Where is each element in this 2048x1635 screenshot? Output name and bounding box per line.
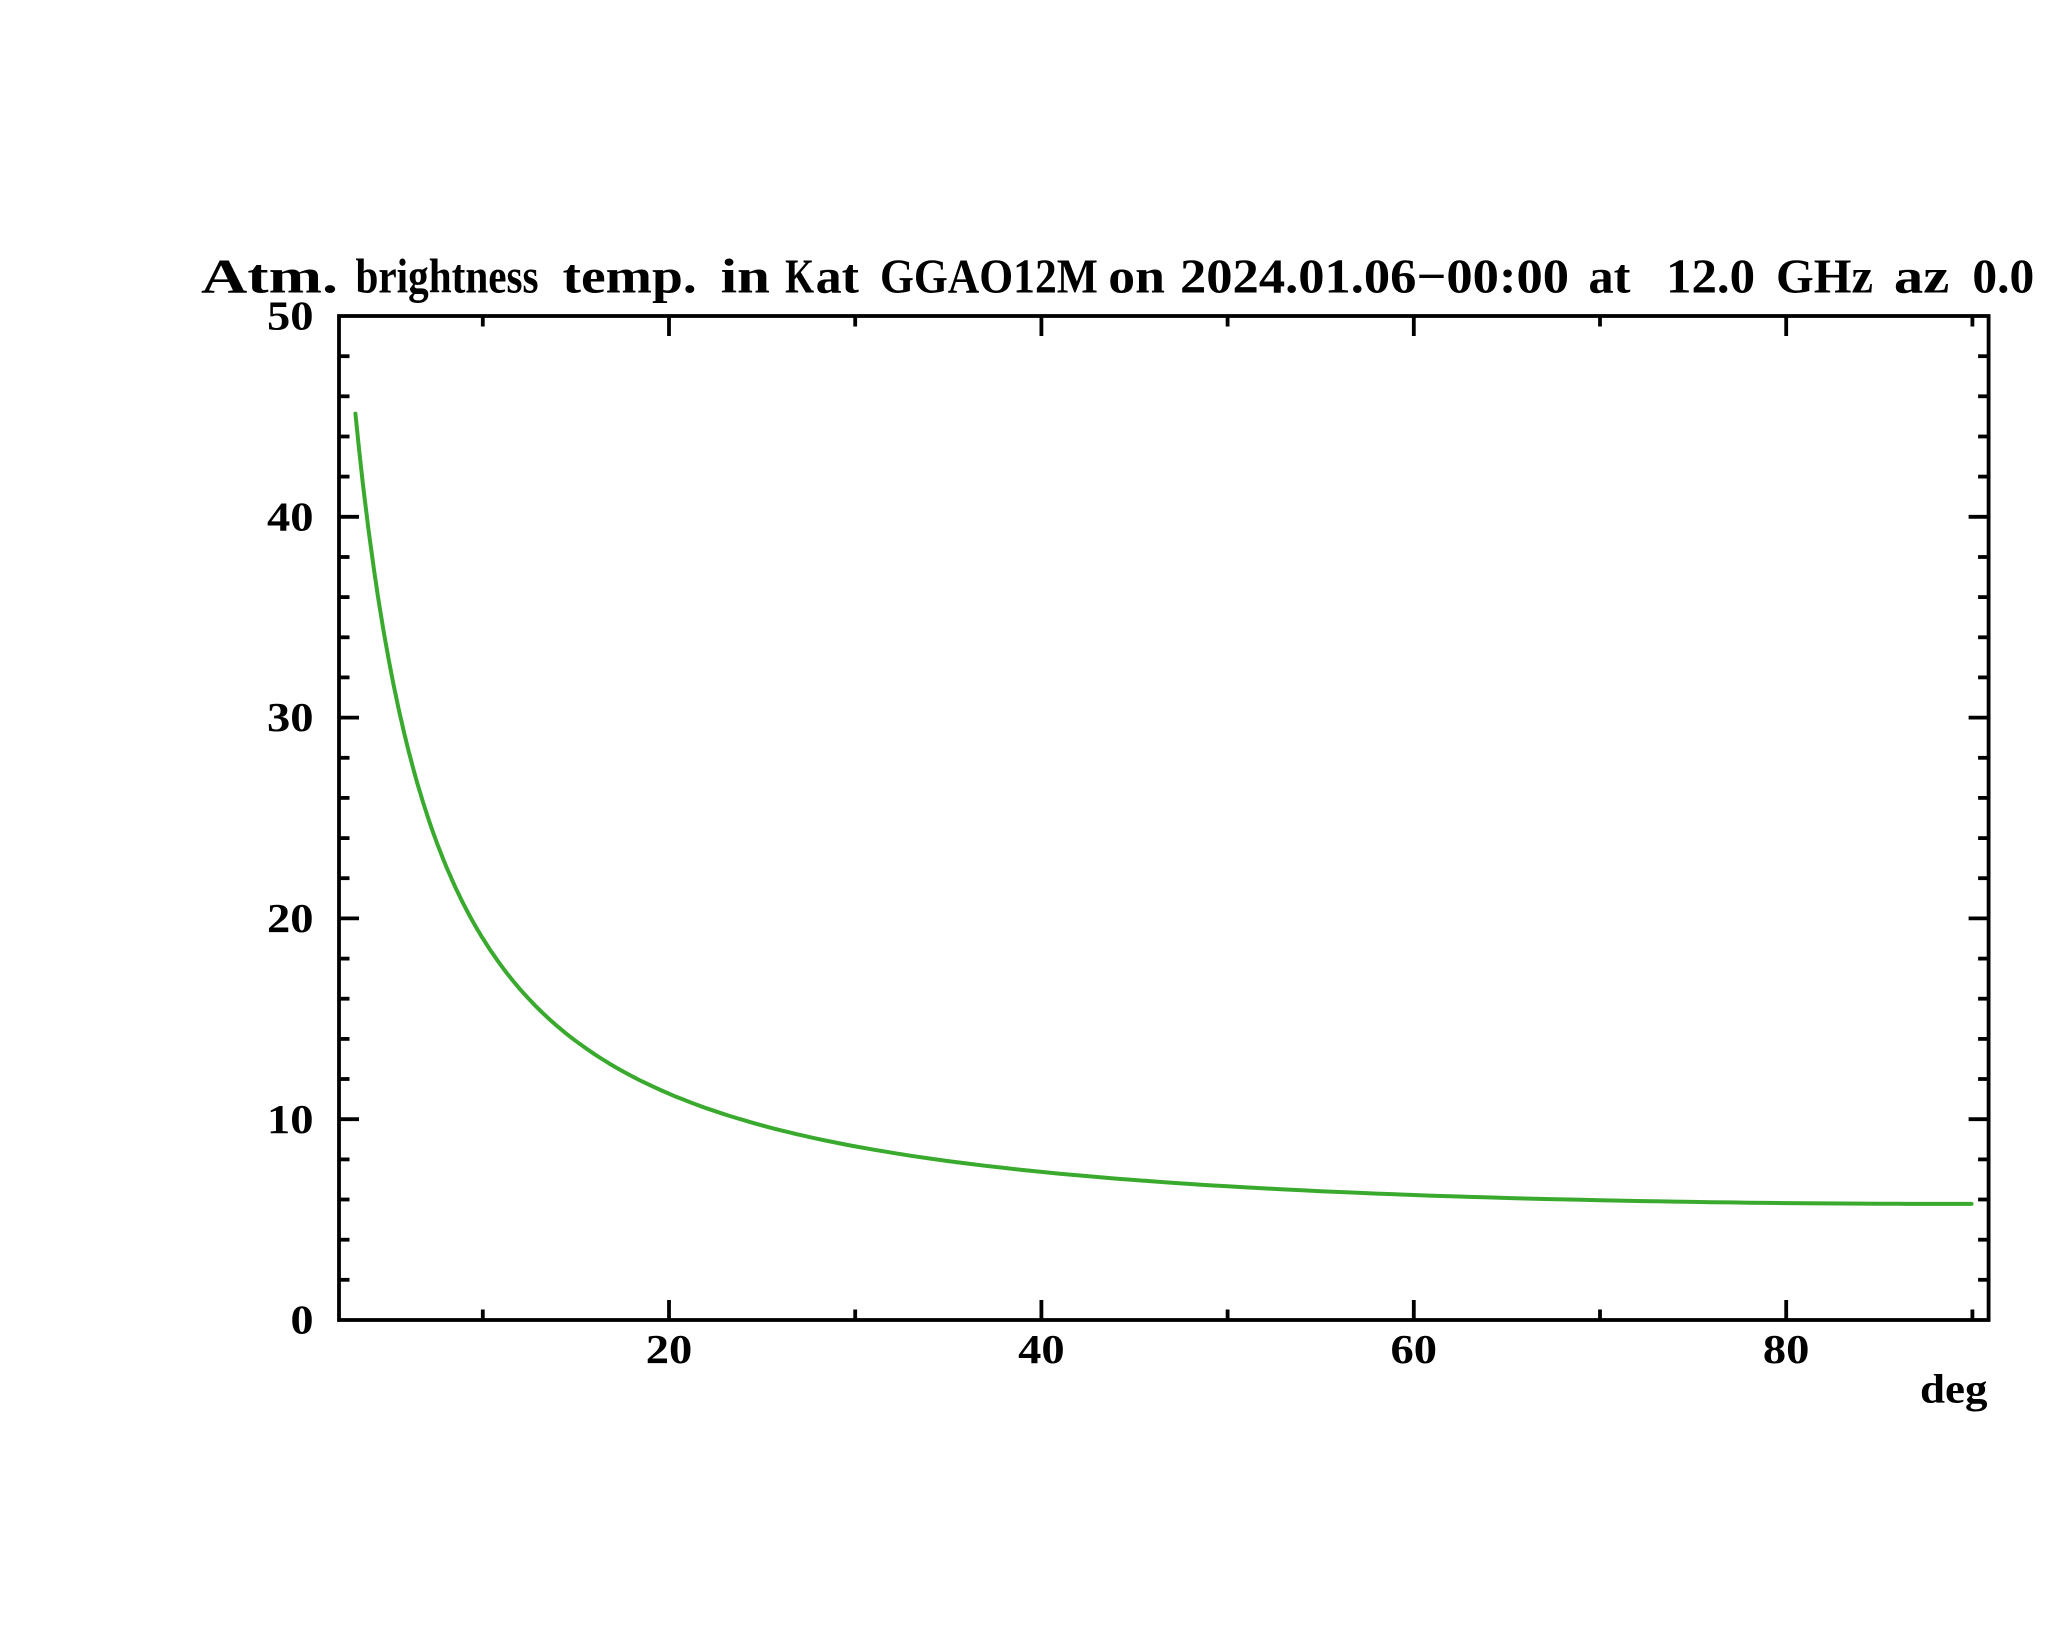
svg-text:GHz: GHz (1776, 250, 1873, 303)
svg-text:0: 0 (291, 1297, 314, 1343)
svg-text:in: in (721, 250, 770, 303)
svg-text:deg: deg (1920, 1366, 1988, 1412)
svg-text:50: 50 (267, 293, 314, 339)
svg-text:2024.01.06−00:00: 2024.01.06−00:00 (1180, 250, 1569, 303)
svg-text:brightness: brightness (356, 250, 539, 303)
svg-text:60: 60 (1391, 1326, 1438, 1372)
svg-text:40: 40 (267, 493, 314, 539)
svg-text:at: at (816, 250, 859, 303)
svg-text:az: az (1894, 250, 1949, 303)
svg-text:20: 20 (646, 1326, 693, 1372)
svg-text:K: K (785, 250, 814, 303)
svg-text:on: on (1108, 250, 1165, 303)
svg-text:temp.: temp. (563, 250, 697, 303)
svg-text:30: 30 (267, 694, 314, 740)
svg-text:40: 40 (1018, 1326, 1065, 1372)
svg-text:12.0: 12.0 (1666, 250, 1755, 303)
svg-text:10: 10 (267, 1096, 314, 1142)
svg-text:80: 80 (1763, 1326, 1810, 1372)
svg-text:at: at (1588, 250, 1630, 303)
svg-text:20: 20 (267, 895, 314, 941)
svg-text:Atm.: Atm. (201, 250, 338, 303)
svg-text:0.0: 0.0 (1972, 250, 2034, 303)
svg-text:GGAO12M: GGAO12M (880, 250, 1098, 303)
